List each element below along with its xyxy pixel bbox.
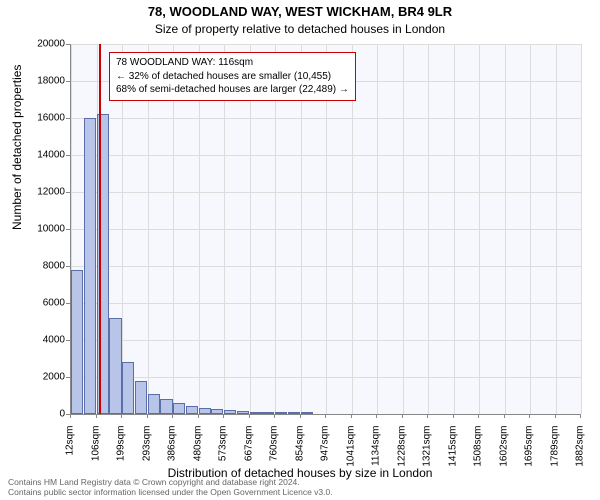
- histogram-bar: [173, 403, 185, 414]
- histogram-bar: [301, 412, 313, 414]
- histogram-bar: [148, 394, 160, 414]
- histogram-bar: [160, 399, 172, 414]
- histogram-bar: [262, 412, 274, 414]
- grid-line-v: [530, 44, 531, 414]
- ytick-label: 8000: [5, 261, 65, 272]
- histogram-bar: [275, 412, 287, 414]
- xtick-mark: [555, 414, 556, 418]
- xtick-mark: [376, 414, 377, 418]
- ytick-label: 16000: [5, 113, 65, 124]
- ytick-mark: [66, 155, 70, 156]
- histogram-bar: [237, 411, 249, 414]
- ytick-mark: [66, 340, 70, 341]
- xtick-mark: [402, 414, 403, 418]
- xtick-mark: [223, 414, 224, 418]
- grid-line-v: [479, 44, 480, 414]
- xtick-mark: [529, 414, 530, 418]
- grid-line-v: [377, 44, 378, 414]
- ytick-label: 14000: [5, 150, 65, 161]
- histogram-bar: [211, 409, 223, 414]
- histogram-bar: [186, 406, 198, 414]
- annotation-box: 78 WOODLAND WAY: 116sqm ← 32% of detache…: [109, 52, 356, 101]
- y-axis-label: Number of detached properties: [10, 65, 24, 230]
- ytick-label: 18000: [5, 76, 65, 87]
- property-marker-line: [99, 44, 101, 414]
- ytick-label: 0: [5, 409, 65, 420]
- ytick-label: 2000: [5, 372, 65, 383]
- ytick-label: 12000: [5, 187, 65, 198]
- xtick-mark: [300, 414, 301, 418]
- footer-line1: Contains HM Land Registry data © Crown c…: [8, 477, 333, 488]
- xtick-mark: [121, 414, 122, 418]
- chart-container: 78, WOODLAND WAY, WEST WICKHAM, BR4 9LR …: [0, 0, 600, 500]
- ytick-mark: [66, 229, 70, 230]
- ytick-mark: [66, 192, 70, 193]
- ytick-label: 6000: [5, 298, 65, 309]
- footer-line2: Contains public sector information licen…: [8, 487, 333, 498]
- ytick-label: 10000: [5, 224, 65, 235]
- xtick-mark: [198, 414, 199, 418]
- histogram-bar: [109, 318, 121, 414]
- histogram-bar: [122, 362, 134, 414]
- xtick-mark: [453, 414, 454, 418]
- xtick-mark: [478, 414, 479, 418]
- ytick-mark: [66, 81, 70, 82]
- ytick-mark: [66, 266, 70, 267]
- histogram-bar: [135, 381, 147, 414]
- xtick-mark: [70, 414, 71, 418]
- footer-text: Contains HM Land Registry data © Crown c…: [8, 477, 333, 498]
- xtick-mark: [96, 414, 97, 418]
- xtick-mark: [249, 414, 250, 418]
- xtick-mark: [325, 414, 326, 418]
- histogram-bar: [199, 408, 211, 414]
- chart-title-sub: Size of property relative to detached ho…: [0, 22, 600, 36]
- grid-line-v: [505, 44, 506, 414]
- ytick-mark: [66, 303, 70, 304]
- xtick-mark: [147, 414, 148, 418]
- annotation-line2: ← 32% of detached houses are smaller (10…: [116, 70, 349, 84]
- plot-area: 78 WOODLAND WAY: 116sqm ← 32% of detache…: [70, 44, 581, 415]
- ytick-mark: [66, 118, 70, 119]
- xtick-mark: [172, 414, 173, 418]
- histogram-bar: [288, 412, 300, 414]
- grid-line-v: [454, 44, 455, 414]
- xtick-mark: [274, 414, 275, 418]
- xtick-mark: [351, 414, 352, 418]
- chart-title-main: 78, WOODLAND WAY, WEST WICKHAM, BR4 9LR: [0, 4, 600, 19]
- grid-line-v: [428, 44, 429, 414]
- annotation-line1: 78 WOODLAND WAY: 116sqm: [116, 56, 349, 70]
- histogram-bar: [84, 118, 96, 414]
- histogram-bar: [224, 410, 236, 414]
- ytick-mark: [66, 44, 70, 45]
- grid-line-v: [581, 44, 582, 414]
- ytick-label: 20000: [5, 39, 65, 50]
- xtick-mark: [504, 414, 505, 418]
- annotation-line3: 68% of semi-detached houses are larger (…: [116, 83, 349, 97]
- xtick-mark: [580, 414, 581, 418]
- histogram-bar: [71, 270, 83, 414]
- histogram-bar: [250, 412, 262, 414]
- grid-line-v: [556, 44, 557, 414]
- ytick-label: 4000: [5, 335, 65, 346]
- grid-line-v: [403, 44, 404, 414]
- xtick-mark: [427, 414, 428, 418]
- ytick-mark: [66, 377, 70, 378]
